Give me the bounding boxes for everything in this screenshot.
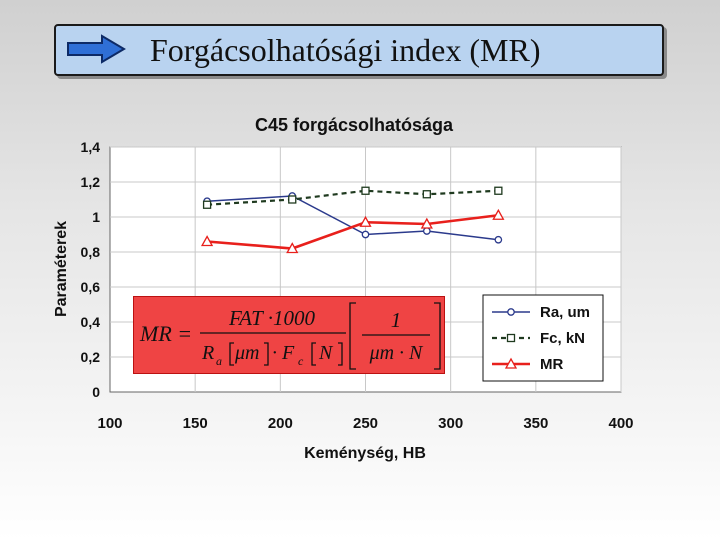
data-point-fc-kn (288, 195, 297, 204)
formula: MR = FAT ·1000 R a μm · F c N 1 μm · N (139, 302, 441, 370)
formula-numerator-1: FAT ·1000 (228, 306, 315, 330)
axis-ticks: 0 0,2 0,4 0,6 0,8 1 1,2 1,4 100 150 200 250 300 350 40… (81, 139, 634, 432)
data-point-fc-kn (361, 186, 370, 195)
x-axis-label: Keménység, HB (304, 445, 426, 462)
data-point-fc-kn (202, 200, 212, 209)
x-tick-label: 250 (353, 415, 378, 432)
formula-den-um: μm (234, 342, 259, 364)
legend-marker-ra-um (507, 308, 515, 316)
legend: Ra, um Fc, kN MR (482, 294, 604, 382)
series-line-fc-kn (207, 189, 499, 206)
data-point-mr (200, 235, 214, 247)
formula-den-n: N (318, 342, 334, 364)
data-point-mr (492, 208, 505, 220)
legend-label-mr: MR (540, 356, 563, 373)
bracket-open-1 (229, 342, 234, 366)
formula-lhs: MR = (139, 321, 192, 346)
series (200, 186, 505, 254)
y-tick-label: 0,8 (81, 244, 101, 260)
x-tick-label: 300 (438, 415, 463, 432)
formula-den-ra: R (201, 342, 214, 364)
legend-marker-mr (504, 357, 518, 369)
x-tick-label: 150 (183, 415, 208, 432)
data-point-fc-kn (494, 186, 503, 195)
bracket-open-2 (311, 342, 316, 366)
y-tick-label: 0,6 (81, 279, 101, 295)
data-point-mr (359, 215, 372, 227)
chart-title: C45 forgácsolhatósága (255, 115, 454, 135)
y-tick-label: 1,2 (81, 174, 101, 190)
legend-label-fc-kn: Fc, kN (540, 330, 585, 347)
y-tick-label: 1,4 (81, 139, 101, 155)
y-axis-label: Paraméterek (53, 221, 70, 317)
legend-label-ra-um: Ra, um (540, 304, 590, 321)
slide-title-box: Forgácsolhatósági index (MR) (54, 24, 664, 76)
formula-den-ra-sub: a (216, 354, 222, 368)
data-point-mr (420, 217, 433, 229)
x-tick-label: 200 (268, 415, 293, 432)
y-tick-label: 1 (92, 209, 100, 225)
x-tick-label: 400 (608, 415, 633, 432)
data-point-ra-um (422, 227, 431, 235)
slide-title: Forgácsolhatósági index (MR) (150, 32, 541, 68)
formula-den-fc: · F (272, 342, 295, 364)
y-tick-label: 0,2 (81, 349, 101, 365)
bracket-close-1 (264, 342, 269, 366)
right-arrow-icon (66, 34, 128, 69)
formula-den-fc-sub: c (298, 354, 304, 368)
data-point-ra-um (361, 230, 370, 239)
y-tick-label: 0 (92, 384, 100, 400)
formula-numerator-2: 1 (391, 308, 402, 332)
bracket-close-2 (338, 342, 343, 366)
bracket-close-big (434, 302, 441, 370)
data-point-fc-kn (422, 190, 431, 199)
formula-box: MR = FAT ·1000 R a μm · F c N 1 μm · N (133, 296, 445, 374)
x-tick-label: 100 (97, 415, 122, 432)
bracket-open-big (349, 302, 356, 370)
formula-denominator-2: μm · N (369, 342, 424, 364)
data-point-mr (286, 242, 299, 254)
x-tick-label: 350 (523, 415, 548, 432)
data-point-ra-um (494, 235, 503, 244)
y-tick-label: 0,4 (81, 314, 101, 330)
legend-marker-fc-kn (506, 333, 516, 343)
